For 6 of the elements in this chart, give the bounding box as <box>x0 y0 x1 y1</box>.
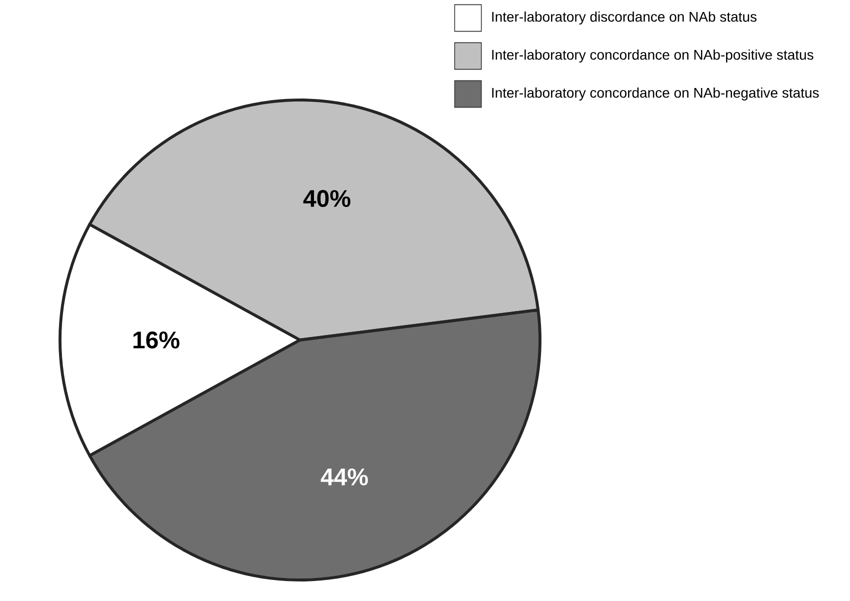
data-label: 40% <box>303 190 350 208</box>
data-label: 44% <box>320 468 368 486</box>
legend-label: Inter-laboratory concordance on NAb-positive status <box>492 49 814 63</box>
legend-label: Inter-laboratory discordance on NAb status <box>492 11 757 25</box>
data-label: 16% <box>133 331 180 348</box>
legend-label: Inter-laboratory concordance on NAb-negative status <box>492 87 819 101</box>
